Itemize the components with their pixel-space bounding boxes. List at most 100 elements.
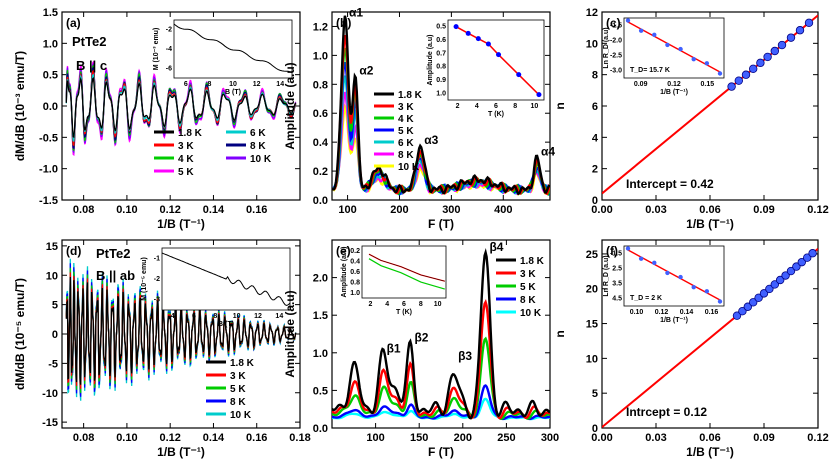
inset-point — [665, 270, 670, 276]
inset-point — [678, 46, 683, 52]
panel-a: 0.08 0.10 0.12 0.14 0.16 -1.5 -1.0 -0.5 0.0 0.5 1.… — [13, 7, 301, 231]
inset-y-tick-label: 0.2 — [350, 248, 360, 255]
inset-y-tick-label: -3.0 — [610, 68, 622, 75]
plot-frame — [331, 239, 551, 429]
inset-point — [717, 299, 723, 304]
y-tick-label: 15 — [46, 241, 58, 253]
series-line — [332, 384, 550, 421]
inset-x-label: T (K) — [396, 309, 412, 316]
legend-label: 6 K — [250, 128, 266, 139]
inset: 4 6 8 10 12 14 -1 -2 -3 B (T) M (10⁻⁵ emu) — [141, 247, 291, 328]
data-point — [749, 64, 758, 73]
data-point — [804, 18, 814, 28]
inset-x-tick-label: 8 — [213, 313, 217, 320]
x-tick-label: 0.00 — [591, 432, 612, 444]
inset-y-tick-label: 3.5 — [612, 281, 622, 288]
inset-curve — [161, 252, 291, 307]
data-point — [795, 26, 805, 35]
inset-frame — [173, 19, 293, 79]
y-tick-label: 0.5 — [313, 385, 328, 397]
x-tick-label: 0.00 — [591, 204, 612, 216]
data-point — [808, 249, 817, 258]
inset-y-label: M (10⁻⁵ emu) — [141, 257, 148, 301]
data-point — [765, 284, 774, 294]
inset-x-tick-label: 8 — [513, 103, 517, 110]
inset-point — [625, 18, 631, 23]
y-tick-label: 0 — [592, 423, 598, 435]
inset-x-tick-label: 4 — [385, 301, 389, 308]
intercept-annotation: Intrcept = 0.12 — [626, 405, 707, 419]
data-point — [738, 307, 747, 316]
inset-y-tick-label: 0.7 — [436, 50, 446, 57]
inset-y-label: Amplitude (a.u) — [341, 247, 348, 298]
y-tick-label: 4 — [592, 132, 599, 144]
peak-label: α4 — [541, 145, 555, 159]
inset-y-tick-label: -2.0 — [610, 38, 622, 45]
x-tick-label: 200 — [454, 432, 472, 444]
inset-x-tick-label: 10 — [434, 301, 442, 308]
inset-y-tick-label: 1.0 — [350, 290, 360, 297]
intercept-annotation: Intercept = 0.42 — [626, 177, 714, 191]
x-axis-label: 1/B (T⁻¹) — [157, 217, 205, 231]
x-tick-label: 0.16 — [246, 432, 267, 444]
inset-x-tick-label: 0.15 — [701, 81, 715, 88]
x-tick-label: 0.16 — [246, 204, 267, 216]
inset-y-tick-label: -3 — [154, 297, 160, 304]
x-tick-label: 400 — [494, 204, 512, 216]
x-tick-label: 250 — [497, 432, 515, 444]
inset-x-tick-label: 8 — [207, 81, 211, 88]
inset-x-label: B (T) — [225, 89, 241, 96]
inset-x-tick-label: 12 — [254, 313, 262, 320]
inset-x-tick-label: 8 — [419, 301, 423, 308]
y-tick-label: 12 — [586, 7, 598, 19]
x-axis-label: 1/B (T⁻¹) — [686, 217, 734, 231]
inset-y-label: M (10⁻³ emu) — [153, 28, 160, 71]
inset-y-tick-label: 0.8 — [350, 279, 360, 286]
panel-c: 0.00 0.03 0.06 0.09 0.12 0 2 4 6 8 10 12 1/B (T⁻¹) n (… — [553, 7, 829, 231]
y-tick-label: 0.2 — [313, 166, 328, 178]
panel-f: 0.00 0.03 0.06 0.09 0.12 0 5 10 15 20 25 1/B (T⁻¹) n… — [553, 239, 829, 459]
inset-x-tick-label: 0.12 — [655, 309, 669, 316]
inset-x-tick-label: 10 — [233, 313, 241, 320]
x-tick-label: 0.06 — [699, 432, 720, 444]
inset-frame — [623, 245, 725, 307]
y-tick-label: -1.5 — [39, 195, 58, 207]
series-line — [332, 103, 550, 196]
x-tick-label: 0.14 — [203, 204, 225, 216]
legend-label: 1.8 K — [520, 256, 545, 267]
sample-title: PtTe2 — [72, 34, 106, 49]
y-tick-label: 0.4 — [313, 137, 329, 149]
y-tick-label: 1.0 — [313, 50, 328, 62]
inset-x-tick-label: 10 — [229, 81, 237, 88]
legend-label: 8 K — [250, 141, 266, 152]
inset-point — [625, 246, 631, 251]
inset-x-tick-label: 6 — [184, 81, 188, 88]
legend-label: 3 K — [178, 141, 194, 152]
series-line — [332, 15, 550, 196]
inset-y-tick-label: -6 — [166, 65, 172, 72]
legend-label: 1.8 K — [398, 90, 423, 101]
legend-label: 3 K — [398, 102, 414, 113]
y-tick-label: 1.5 — [313, 310, 328, 322]
field-direction: B || c — [76, 58, 107, 73]
inset-fit-line — [627, 249, 721, 301]
inset-x-tick-label: 0.12 — [667, 81, 681, 88]
series-line — [332, 336, 550, 421]
inset-note: T_D= 15.7 K — [630, 67, 670, 74]
inset-y-label: Ln R_D (a.u) — [603, 255, 610, 296]
legend-label: 1.8 K — [178, 128, 203, 139]
inset-point — [691, 57, 696, 62]
inset-point — [453, 24, 459, 30]
inset-x-tick-label: 0.10 — [630, 309, 644, 316]
y-tick-label: 0.6 — [313, 108, 328, 120]
series-line — [332, 91, 550, 196]
data-point — [797, 257, 806, 267]
data-point — [792, 262, 801, 271]
inset-frame — [623, 17, 725, 79]
inset-point — [652, 260, 657, 265]
legend-label: 5 K — [398, 126, 414, 137]
y-tick-label: 5 — [52, 300, 58, 312]
inset: 0.10 0.12 0.14 0.16 -1.5 2.5 3.5 4.5 1/B (T⁻¹) Ln… — [603, 245, 725, 324]
inset-y-tick-label: 0.8 — [436, 64, 446, 71]
peak-label: β3 — [458, 349, 472, 363]
